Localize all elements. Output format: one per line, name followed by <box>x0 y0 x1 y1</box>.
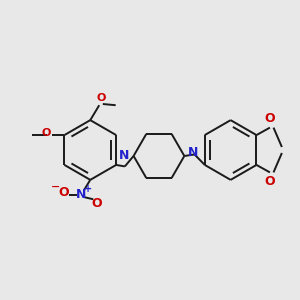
Text: +: + <box>84 184 92 194</box>
Text: O: O <box>265 112 275 124</box>
Text: N: N <box>188 146 198 160</box>
Text: O: O <box>96 93 105 103</box>
Text: N: N <box>76 188 86 201</box>
Text: O: O <box>42 128 51 138</box>
Text: −: − <box>51 182 61 191</box>
Text: O: O <box>265 176 275 188</box>
Text: O: O <box>92 197 102 210</box>
Text: N: N <box>119 149 129 163</box>
Text: O: O <box>58 186 69 199</box>
